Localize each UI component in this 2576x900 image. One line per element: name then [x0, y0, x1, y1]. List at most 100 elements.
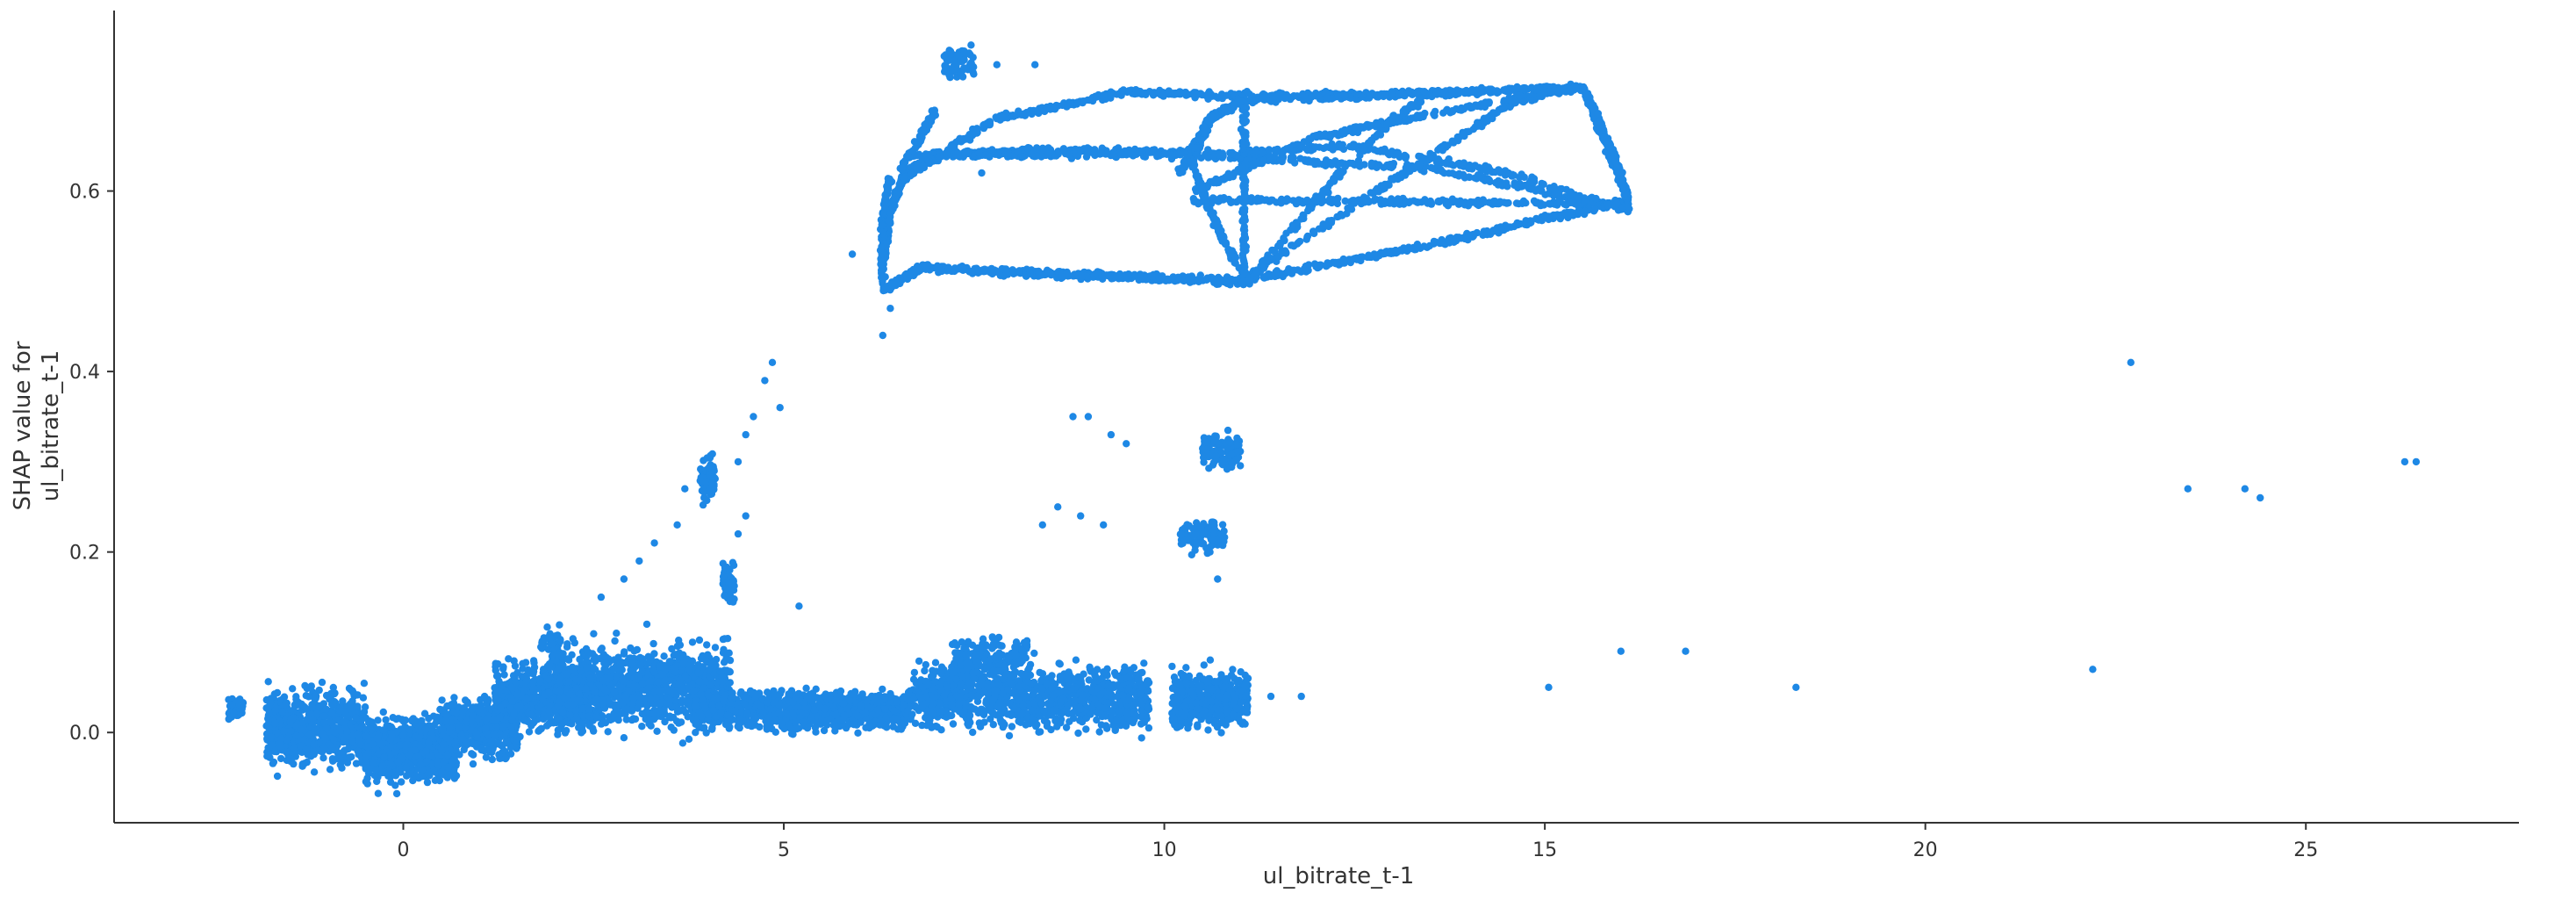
scatter-point — [319, 730, 327, 738]
scatter-point — [269, 760, 277, 767]
scatter-point — [320, 712, 328, 720]
scatter-point — [893, 698, 901, 706]
scatter-point — [368, 718, 376, 726]
scatter-point — [523, 695, 531, 703]
scatter-point — [507, 723, 515, 731]
scatter-point — [420, 709, 429, 717]
scatter-point — [318, 678, 326, 687]
scatter-point — [380, 753, 388, 761]
scatter-point — [301, 703, 309, 711]
scatter-point — [340, 717, 348, 725]
scatter-point — [741, 700, 749, 709]
scatter-point — [759, 708, 767, 716]
scatter-point — [438, 725, 447, 733]
scatter-point — [850, 690, 858, 699]
scatter-point — [326, 766, 334, 774]
scatter-point — [699, 695, 707, 704]
scatter-point — [290, 760, 298, 768]
scatter-point — [502, 738, 511, 746]
scatter-point — [822, 690, 829, 698]
scatter-point — [665, 658, 674, 666]
scatter-point — [396, 741, 404, 749]
scatter-point — [318, 747, 326, 755]
scatter-point — [482, 753, 491, 761]
scatter-point — [656, 662, 664, 671]
scatter-point — [570, 638, 578, 647]
scatter-point — [327, 689, 335, 698]
scatter-point — [353, 731, 362, 739]
scatter-point — [685, 735, 693, 743]
scatter-point — [492, 659, 499, 667]
scatter-point — [448, 758, 456, 766]
scatter-point — [701, 704, 709, 712]
scatter-point — [374, 734, 382, 743]
scatter-point — [423, 778, 432, 787]
scatter-point — [228, 701, 236, 709]
scatter-point — [595, 670, 604, 678]
scatter-point — [268, 741, 276, 749]
scatter-point — [444, 751, 452, 759]
scatter-point — [304, 751, 312, 759]
scatter-point — [695, 636, 704, 644]
scatter-point — [764, 695, 772, 703]
scatter-point — [271, 719, 279, 728]
scatter-point — [620, 734, 628, 742]
scatter-point — [277, 735, 285, 743]
scatter-point — [301, 681, 309, 690]
scatter-point — [456, 751, 463, 759]
scatter-point — [881, 694, 889, 702]
scatter-point — [671, 665, 678, 673]
scatter-point — [426, 768, 434, 776]
scatter-point — [607, 681, 615, 690]
scatter-point — [704, 651, 712, 659]
scatter-point — [496, 713, 504, 722]
scatter-point — [341, 708, 349, 716]
scatter-point — [893, 716, 901, 724]
scatter-point — [310, 724, 318, 732]
scatter-point — [443, 774, 451, 781]
scatter-point — [354, 747, 362, 755]
scatter-point — [569, 701, 577, 709]
scatter-point — [354, 691, 362, 699]
scatter-point — [689, 688, 698, 695]
scatter-point — [352, 714, 360, 722]
scatter-point — [822, 721, 831, 729]
scatter-point — [678, 696, 686, 704]
scatter-point — [458, 708, 466, 716]
scatter-point — [846, 696, 854, 705]
scatter-point — [373, 777, 381, 786]
scatter-point — [239, 699, 248, 707]
scatter-point — [806, 695, 814, 703]
scatter-point — [278, 708, 286, 716]
scatter-point — [656, 707, 664, 715]
scatter-point — [561, 729, 570, 737]
scatter-point — [438, 746, 446, 754]
scatter-point — [439, 706, 448, 714]
scatter-point — [495, 688, 503, 696]
scatter-point — [289, 685, 297, 693]
scatter-point — [634, 704, 642, 712]
scatter-point — [343, 728, 351, 736]
scatter-point — [309, 715, 317, 724]
scatter-point — [816, 703, 824, 711]
scatter-point — [307, 682, 315, 690]
scatter-point — [438, 696, 446, 704]
scatter-point — [679, 651, 687, 659]
scatter-point — [736, 689, 744, 698]
scatter-point — [554, 665, 563, 673]
scatter-point — [293, 720, 301, 729]
scatter-point — [489, 745, 497, 753]
scatter-point — [525, 728, 534, 736]
scatter-point — [614, 716, 622, 724]
scatter-point — [555, 698, 563, 706]
scatter-point — [578, 727, 587, 735]
scatter-point — [563, 670, 571, 678]
scatter-point — [680, 658, 688, 666]
scatter-point — [507, 683, 516, 691]
scatter-point — [899, 723, 907, 731]
scatter-point — [308, 703, 316, 711]
scatter-point — [649, 639, 657, 648]
scatter-point — [606, 673, 614, 682]
scatter-point — [572, 684, 580, 692]
